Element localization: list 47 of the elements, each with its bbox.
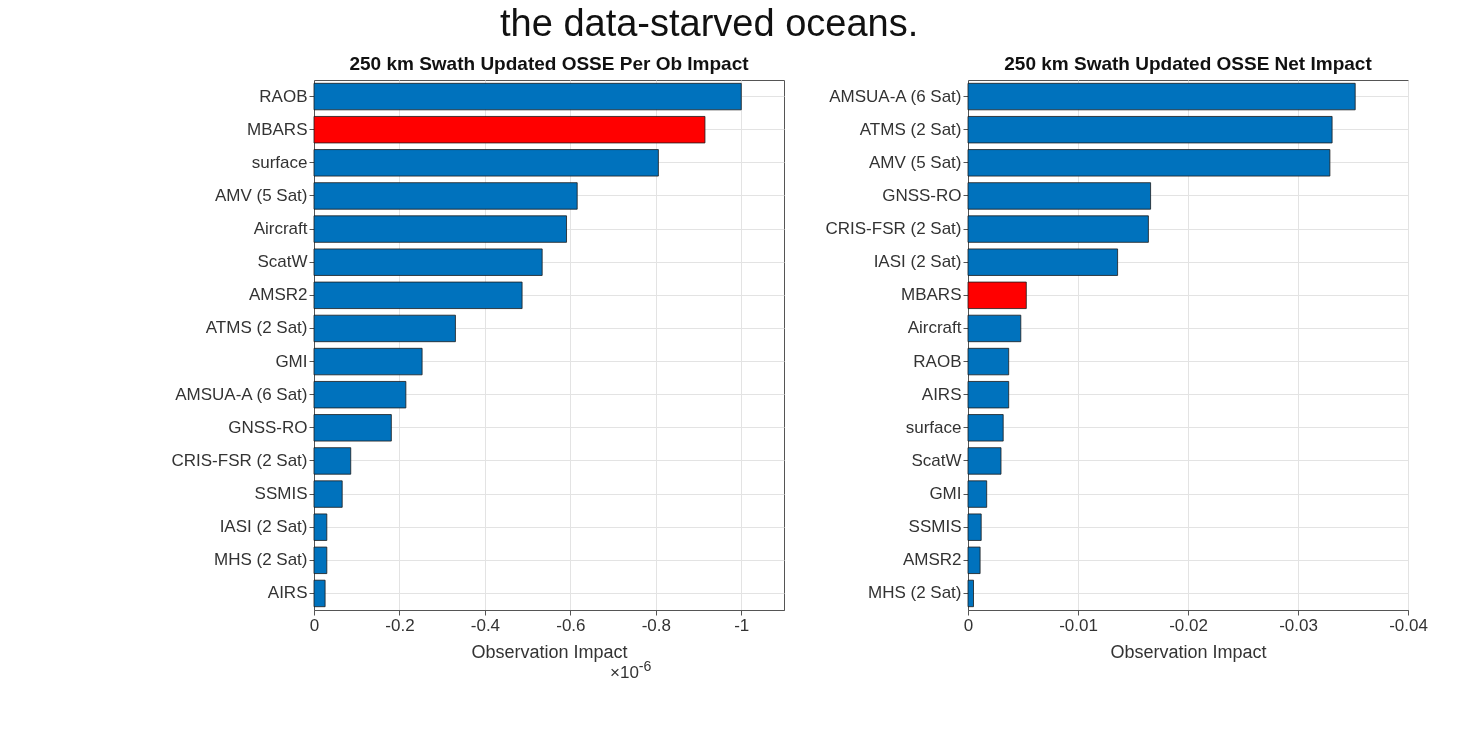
y-tick-label: ATMS (2 Sat): [859, 119, 962, 139]
y-tick-label: IASI (2 Sat): [219, 517, 308, 537]
chart-title: 250 km Swath Updated OSSE Per Ob Impact: [349, 53, 750, 74]
x-tick-label: -0.04: [1389, 615, 1428, 635]
y-tick-label: AMSUA-A (6 Sat): [829, 86, 962, 106]
text: the data-starved oceans.: [500, 2, 919, 45]
x-tick-label: -0.4: [470, 615, 501, 635]
y-tick-label: Aircraft: [907, 318, 962, 338]
y-tick-label: AIRS: [267, 583, 308, 603]
y-tick-label: CRIS-FSR (2 Sat): [825, 219, 962, 239]
y-tick-label: RAOB: [913, 351, 962, 371]
y-tick-label: MHS (2 Sat): [213, 550, 308, 570]
y-tick-label: surface: [905, 417, 962, 437]
x-tick-label: -0.02: [1169, 615, 1208, 635]
x-tick-label: -0.03: [1279, 615, 1318, 635]
x-tick-label: -0.6: [556, 615, 586, 635]
y-tick-label: AMV (5 Sat): [214, 185, 308, 205]
y-tick-label: MBARS: [247, 119, 308, 139]
y-tick-label: CRIS-FSR (2 Sat): [171, 450, 308, 470]
y-tick-label: GMI: [929, 484, 962, 504]
y-tick-label: GNSS-RO: [882, 185, 962, 205]
y-tick-label: IASI (2 Sat): [873, 252, 962, 272]
x-tick-label: -0.8: [641, 615, 671, 635]
x-axis-title: Observation Impact: [1110, 641, 1267, 662]
y-tick-label: SSMIS: [254, 484, 308, 504]
y-tick-label: surface: [251, 152, 308, 172]
y-tick-label: Aircraft: [253, 219, 308, 239]
x-tick-label: -0.2: [385, 615, 415, 635]
x-tick-label: -1: [734, 615, 750, 635]
y-tick-label: GNSS-RO: [228, 417, 308, 437]
y-tick-label: ScatW: [257, 252, 308, 272]
y-tick-label: AMSUA-A (6 Sat): [175, 384, 308, 404]
y-tick-label: AIRS: [921, 384, 962, 404]
x-tick-label: -0.01: [1059, 615, 1098, 635]
y-tick-label: MBARS: [901, 285, 962, 305]
y-tick-label: AMSR2: [902, 550, 962, 570]
y-tick-label: ScatW: [911, 450, 962, 470]
x-tick-label: 0: [309, 615, 320, 635]
y-tick-label: SSMIS: [908, 517, 962, 537]
chart-title: 250 km Swath Updated OSSE Net Impact: [1004, 53, 1373, 74]
y-tick-label: RAOB: [259, 86, 308, 106]
y-tick-label: AMV (5 Sat): [868, 152, 962, 172]
x-tick-label: 0: [963, 615, 974, 635]
y-tick-label: AMSR2: [248, 285, 308, 305]
y-tick-label: MHS (2 Sat): [867, 583, 962, 603]
y-tick-label: GMI: [275, 351, 308, 371]
y-tick-label: ATMS (2 Sat): [205, 318, 308, 338]
